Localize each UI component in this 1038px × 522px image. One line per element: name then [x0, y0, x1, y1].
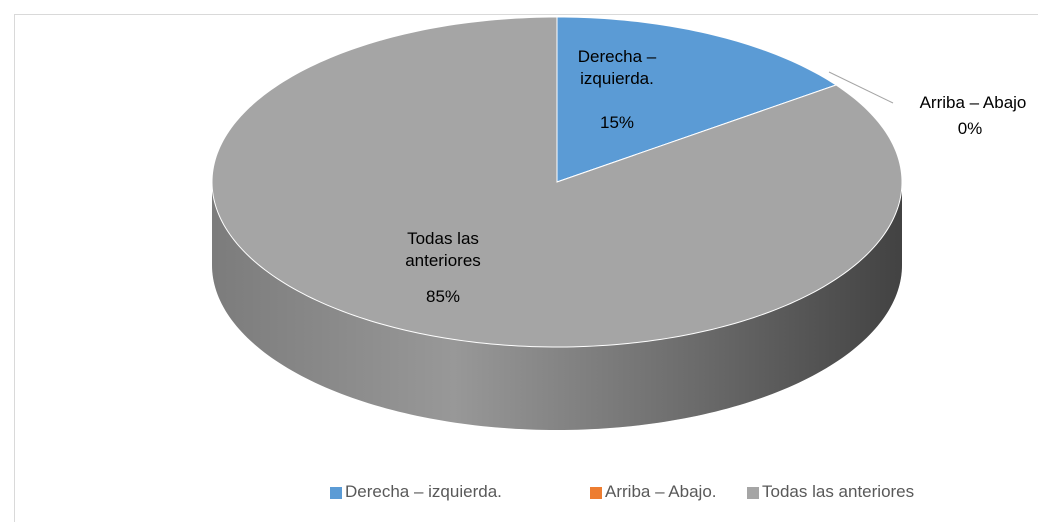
legend-label: Derecha – izquierda.	[345, 482, 502, 501]
leader-line	[828, 71, 894, 104]
data-label-value: 15%	[599, 113, 635, 132]
data-label-name: Arriba – Abajo	[919, 93, 1027, 112]
chart-border	[14, 14, 1038, 522]
legend-label: Todas las anteriores	[762, 482, 915, 501]
legend-swatch	[747, 487, 759, 499]
data-label-name: Todas las anteriores	[405, 229, 481, 270]
data-label-value: 85%	[425, 287, 461, 306]
legend-swatch	[330, 487, 342, 499]
data-label-value: 0%	[957, 119, 983, 138]
slice	[211, 16, 903, 348]
legend-swatch	[590, 487, 602, 499]
slice-side-shade	[212, 182, 902, 430]
legend-label: Arriba – Abajo.	[605, 482, 717, 501]
slice	[556, 16, 838, 183]
data-label-name: Derecha – izquierda.	[577, 47, 657, 88]
